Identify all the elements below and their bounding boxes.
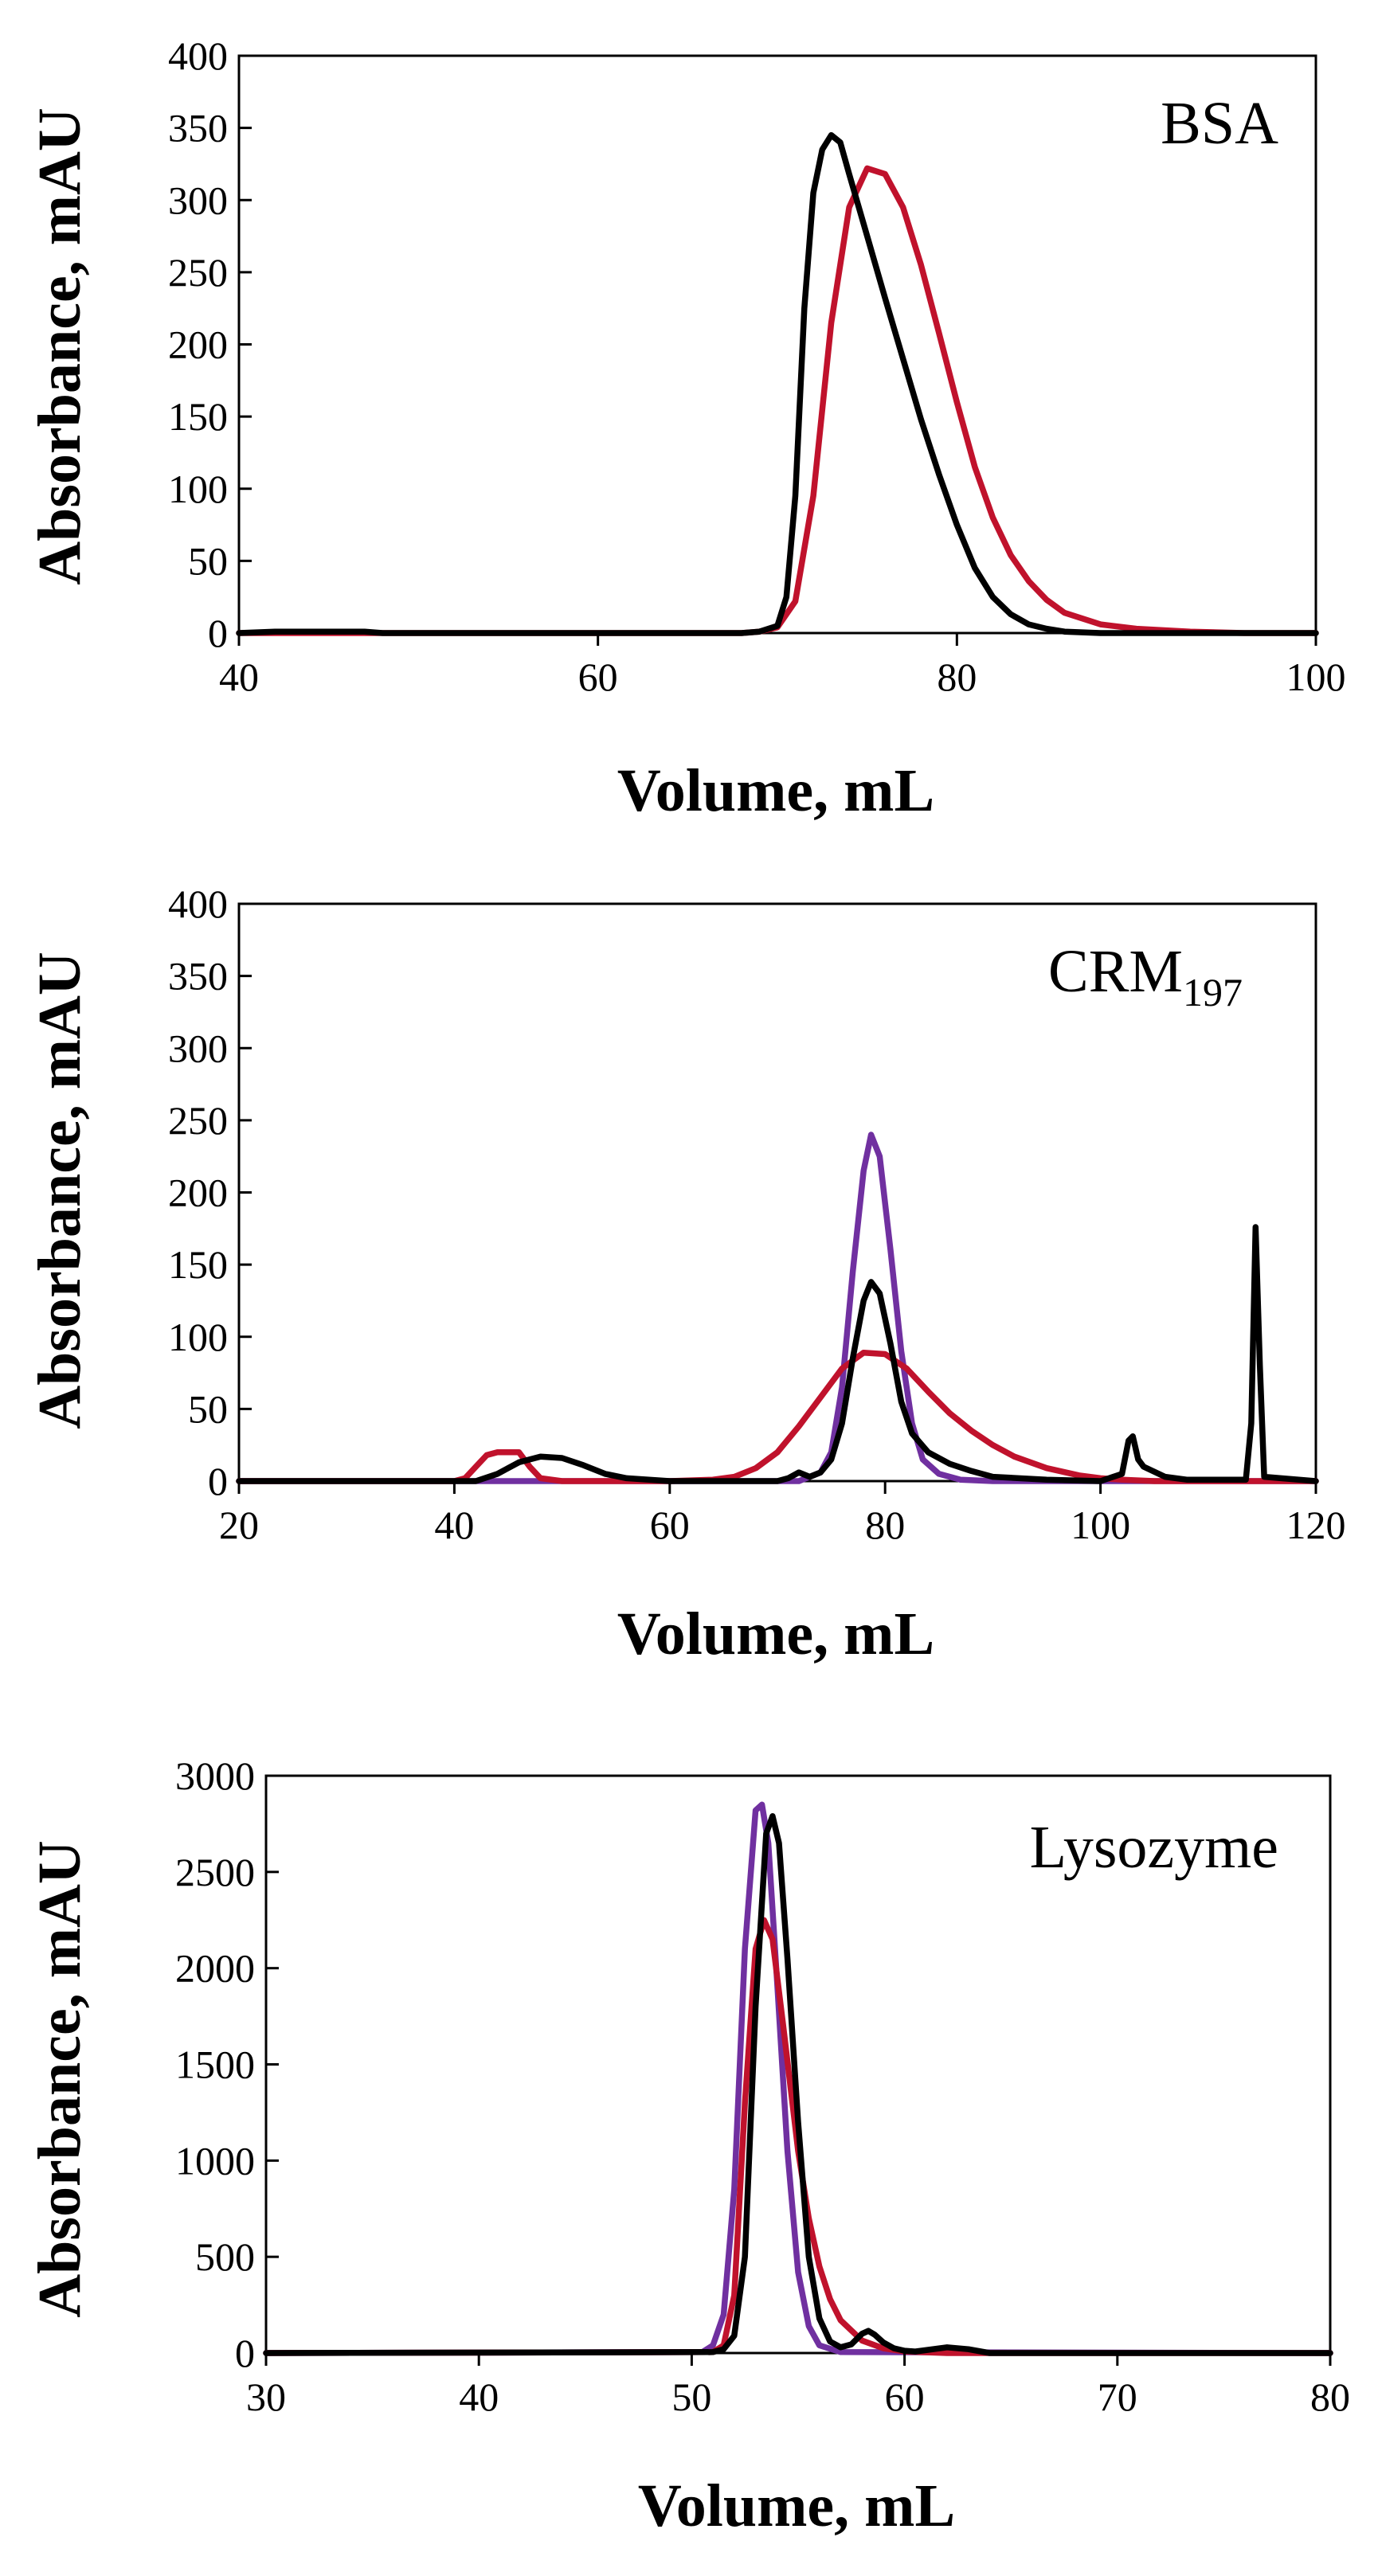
- y-tick-label: 50: [188, 1386, 228, 1431]
- panel-title: BSA: [1161, 90, 1278, 157]
- y-tick-label: 200: [168, 1171, 228, 1215]
- y-tick-label: 2500: [175, 1850, 255, 1894]
- y-tick-label: 350: [168, 106, 228, 150]
- x-tick-label: 30: [246, 2375, 286, 2419]
- y-tick-label: 250: [168, 250, 228, 295]
- y-tick-label: 0: [208, 1459, 228, 1503]
- y-tick-label: 250: [168, 1098, 228, 1143]
- panel-crm197: CRM197 Volume, mL Absorbance, mAU 0 50 100…: [26, 881, 1346, 1667]
- series-line-black: [236, 131, 1319, 636]
- series-line-black: [263, 1813, 1333, 2356]
- panel-bsa: BSA Volume, mL Absorbance, mAU 0 50 100 150…: [26, 33, 1346, 824]
- x-tick-label: 100: [1071, 1503, 1130, 1547]
- y-tick-label: 350: [168, 954, 228, 999]
- y-tick-label: 100: [168, 467, 228, 511]
- panel-title: CRM197: [1048, 938, 1243, 1014]
- y-tick-label: 150: [168, 1242, 228, 1287]
- y-tick-label: 2000: [175, 1946, 255, 1991]
- y-tick-label: 50: [188, 538, 228, 583]
- y-tick-label: 300: [168, 1026, 228, 1070]
- y-tick-label: 0: [235, 2331, 255, 2375]
- x-tick-label: 80: [1310, 2375, 1350, 2419]
- y-tick-label: 300: [168, 178, 228, 222]
- x-tick-label: 70: [1098, 2375, 1137, 2419]
- x-tick-label: 80: [937, 655, 977, 699]
- x-tick-label: 60: [885, 2375, 925, 2419]
- series-line-red: [236, 165, 1319, 636]
- y-tick-label: 0: [208, 611, 228, 655]
- panel-title: Lysozyme: [1030, 1814, 1278, 1881]
- x-tick-label: 20: [219, 1503, 259, 1547]
- y-tick-label: 1000: [175, 2138, 255, 2183]
- x-tick-label: 120: [1286, 1503, 1346, 1547]
- x-axis-label: Volume, mL: [638, 2472, 955, 2539]
- x-tick-label: 40: [459, 2375, 499, 2419]
- x-tick-label: 50: [671, 2375, 711, 2419]
- x-tick-label: 60: [578, 655, 618, 699]
- y-axis-label: Absorbance, mAU: [26, 107, 93, 585]
- y-axis-label: Absorbance, mAU: [26, 1840, 93, 2318]
- x-tick-label: 60: [650, 1503, 690, 1547]
- y-tick-label: 1500: [175, 2042, 255, 2087]
- y-axis-label: Absorbance, mAU: [26, 952, 93, 1429]
- x-axis-label: Volume, mL: [617, 757, 934, 824]
- x-tick-label: 100: [1286, 655, 1346, 699]
- series-line-red: [236, 1349, 1319, 1484]
- x-tick-label: 40: [434, 1503, 474, 1547]
- y-tick-label: 150: [168, 394, 228, 439]
- y-tick-label: 400: [168, 33, 228, 78]
- y-tick-label: 400: [168, 881, 228, 926]
- panel-lysozyme: Lysozyme Volume, mL Absorbance, mAU 0 500…: [26, 1753, 1350, 2539]
- plot-frame: [237, 54, 1317, 635]
- series-line-black: [236, 1224, 1319, 1484]
- series-line-purple: [236, 1132, 1319, 1484]
- x-tick-label: 40: [219, 655, 259, 699]
- y-tick-label: 200: [168, 322, 228, 367]
- series-line-purple: [263, 1801, 1333, 2356]
- x-axis-label: Volume, mL: [617, 1601, 934, 1667]
- x-tick-label: 80: [865, 1503, 905, 1547]
- y-tick-label: 100: [168, 1315, 228, 1359]
- y-tick-label: 500: [195, 2234, 255, 2279]
- y-tick-label: 3000: [175, 1753, 255, 1798]
